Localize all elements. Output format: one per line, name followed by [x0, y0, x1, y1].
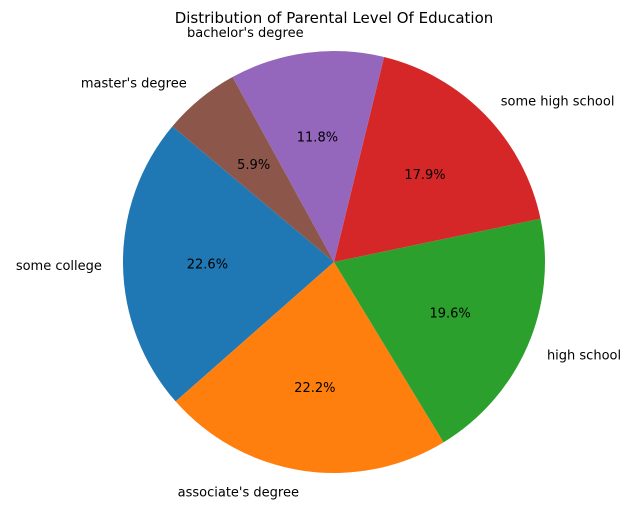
pie-slices [123, 50, 546, 474]
pie-slice-associate-s-degree [175, 262, 444, 474]
pie-category-label-some-high-school: some high school [501, 95, 615, 110]
pie-slice-some-college [123, 126, 335, 402]
pie-pct-label-some-high-school: 17.9% [404, 168, 445, 183]
pie-category-label-associate-s-degree: associate's degree [178, 485, 299, 500]
pie-slice-master-s-degree [172, 77, 334, 262]
pie-category-label-bachelor-s-degree: bachelor's degree [187, 26, 304, 41]
pie-pct-label-associate-s-degree: 22.2% [294, 381, 335, 396]
pie-slice-bachelor-s-degree [232, 50, 385, 262]
chart-title: Distribution of Parental Level Of Educat… [175, 9, 494, 27]
pie-category-label-high-school: high school [547, 348, 621, 363]
pie-pct-label-some-college: 22.6% [187, 258, 228, 273]
pie-slice-high-school [334, 218, 546, 443]
pie-pct-label-bachelor-s-degree: 11.8% [297, 130, 338, 145]
pie-category-label-some-college: some college [16, 259, 102, 274]
pie-slice-some-high-school [334, 57, 541, 262]
pie-pct-label-high-school: 19.6% [429, 306, 470, 321]
pie-category-label-master-s-degree: master's degree [81, 77, 187, 92]
pie-pct-label-master-s-degree: 5.9% [237, 158, 270, 173]
pie-labels: 22.6% some college 22.2% associate's degree… [16, 26, 621, 501]
